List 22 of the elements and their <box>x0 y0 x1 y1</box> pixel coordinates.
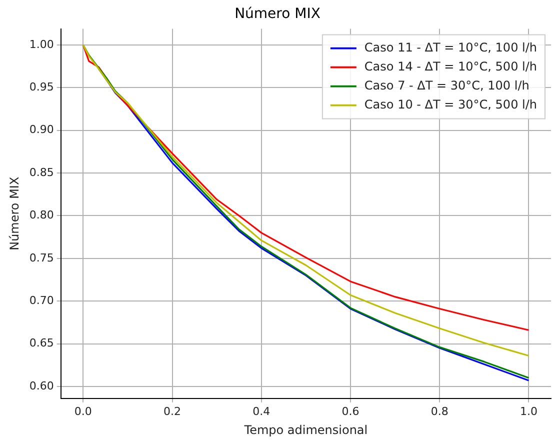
legend-label: Caso 11 - ΔT = 10°C, 100 l/h <box>364 40 538 54</box>
x-tick-label: 0.2 <box>164 404 182 418</box>
x-tick-label: 1.0 <box>520 404 538 418</box>
x-tick-label: 0.0 <box>74 404 92 418</box>
legend-label: Caso 10 - ΔT = 30°C, 500 l/h <box>364 97 538 112</box>
y-tick-label: 0.80 <box>29 208 54 222</box>
y-tick-label: 0.65 <box>29 336 54 350</box>
x-tick-label: 0.8 <box>430 404 448 418</box>
legend-label: Caso 14 - ΔT = 10°C, 500 l/h <box>364 59 538 74</box>
y-axis-title: Número MIX <box>7 176 22 250</box>
x-tick-label: 0.4 <box>252 404 270 418</box>
y-tick-label: 0.95 <box>29 80 54 94</box>
y-tick-label: 0.85 <box>29 166 54 179</box>
y-tick-label: 0.75 <box>29 251 54 264</box>
y-tick-label: 1.00 <box>29 38 54 51</box>
legend-label: Caso 7 - ΔT = 30°C, 100 l/h <box>364 78 530 92</box>
y-tick-label: 0.60 <box>29 379 54 392</box>
y-tick-label: 0.70 <box>29 294 54 307</box>
x-axis-title: Tempo adimensional <box>243 422 368 437</box>
x-tick-label: 0.6 <box>342 404 360 418</box>
chart-title: Número MIX <box>234 6 321 22</box>
y-tick-label: 0.90 <box>29 123 54 136</box>
